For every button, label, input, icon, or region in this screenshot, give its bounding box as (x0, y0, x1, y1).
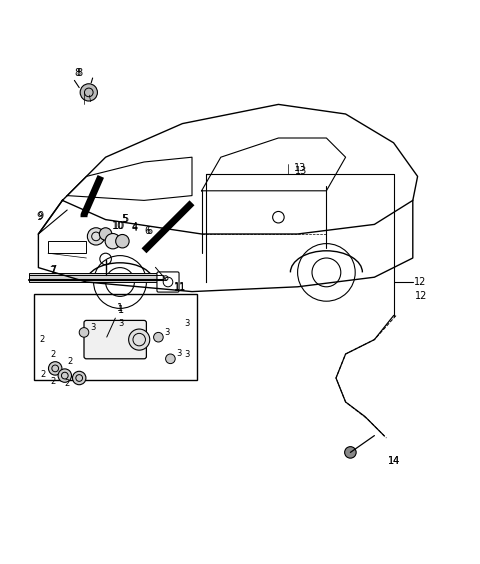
Text: 14: 14 (387, 456, 400, 465)
Circle shape (79, 328, 89, 337)
Text: 3: 3 (184, 350, 190, 359)
Text: 1: 1 (107, 303, 123, 337)
Text: 2: 2 (40, 335, 45, 344)
Text: 11: 11 (174, 282, 186, 292)
Text: 5: 5 (121, 214, 128, 224)
FancyBboxPatch shape (157, 272, 179, 292)
Bar (48, 241, 86, 253)
Text: 12: 12 (415, 292, 427, 301)
Text: 2: 2 (67, 356, 72, 365)
Circle shape (166, 354, 175, 364)
Text: 2: 2 (41, 369, 46, 378)
Text: 9: 9 (38, 211, 44, 221)
Text: 10: 10 (111, 221, 124, 231)
Text: 10: 10 (113, 221, 125, 231)
Bar (34, 294, 197, 380)
Text: 6: 6 (145, 226, 151, 236)
Text: 4: 4 (132, 222, 137, 232)
Bar (29, 274, 163, 282)
Text: 4: 4 (132, 223, 137, 233)
Text: 3: 3 (164, 328, 170, 337)
Text: 12: 12 (414, 277, 426, 287)
Text: 13: 13 (294, 163, 306, 173)
Circle shape (58, 369, 72, 382)
Circle shape (48, 362, 62, 375)
Text: 2: 2 (50, 377, 55, 386)
Circle shape (345, 447, 356, 458)
Text: 8: 8 (76, 68, 82, 78)
Circle shape (99, 228, 112, 240)
Text: 3: 3 (176, 350, 182, 359)
Text: 7: 7 (50, 266, 57, 275)
Text: 6: 6 (147, 226, 153, 236)
Text: 8: 8 (75, 68, 81, 78)
Text: 3: 3 (184, 319, 190, 328)
Text: 2: 2 (50, 350, 55, 359)
Circle shape (87, 228, 105, 245)
Text: 7: 7 (49, 266, 56, 276)
Text: 1: 1 (118, 305, 124, 315)
Text: 3: 3 (118, 319, 124, 328)
Circle shape (129, 329, 150, 350)
Text: 5: 5 (122, 214, 129, 224)
Circle shape (116, 235, 129, 248)
Circle shape (105, 233, 120, 249)
Text: 3: 3 (90, 323, 96, 332)
Circle shape (80, 84, 97, 101)
Circle shape (72, 371, 86, 385)
Circle shape (154, 332, 163, 342)
Text: 11: 11 (174, 283, 186, 293)
Text: 2: 2 (65, 379, 70, 388)
Text: 14: 14 (388, 456, 401, 466)
FancyBboxPatch shape (84, 320, 146, 359)
Text: 9: 9 (37, 212, 43, 222)
Text: 13: 13 (295, 166, 308, 175)
